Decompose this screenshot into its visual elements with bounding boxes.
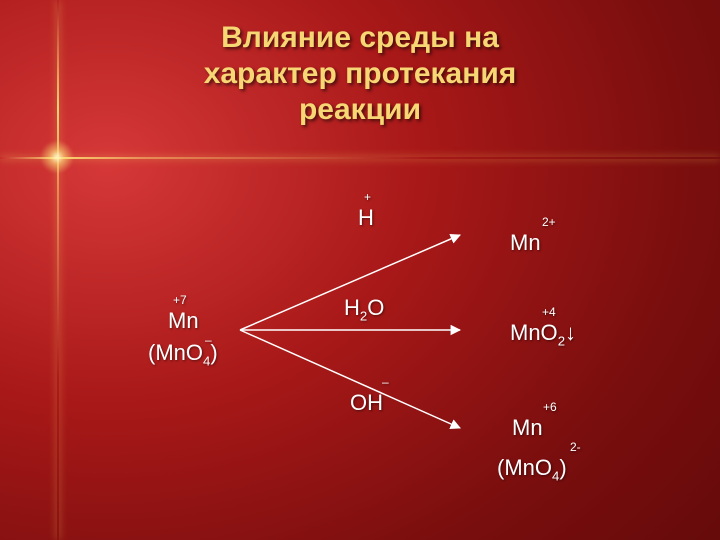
condition-acid: H xyxy=(358,205,374,231)
source-anion-charge: – xyxy=(205,333,212,347)
product-base-mn: Mn xyxy=(512,415,543,441)
product-base-mn-charge: +6 xyxy=(543,400,557,414)
reaction-arrows xyxy=(0,0,720,540)
condition-neutral: H2O xyxy=(344,295,384,323)
product-neutral: MnO2↓ xyxy=(510,320,576,348)
source-mn-charge: +7 xyxy=(173,293,187,307)
condition-acid-charge: + xyxy=(364,190,371,204)
product-base-anion: (MnO4) xyxy=(497,455,567,483)
product-neutral-mn-charge: +4 xyxy=(542,305,556,319)
product-base-anion-charge: 2- xyxy=(570,440,581,454)
product-acid-charge: 2+ xyxy=(542,215,556,229)
condition-base-charge: – xyxy=(382,375,389,389)
product-acid: Mn xyxy=(510,230,541,256)
condition-base: OH xyxy=(350,390,383,416)
source-mn: Mn xyxy=(168,308,199,334)
